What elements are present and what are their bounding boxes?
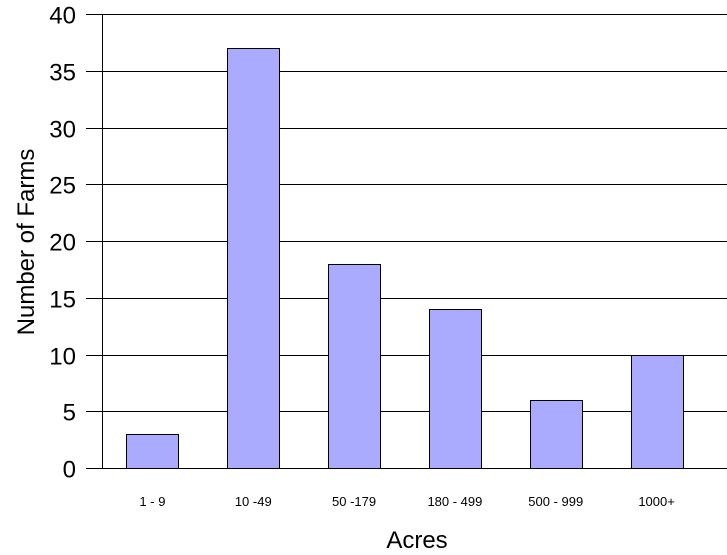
axes <box>86 14 727 469</box>
x-tick-label: 1 - 9 <box>139 494 165 509</box>
x-tick-label: 180 - 499 <box>427 494 482 509</box>
x-tick-label: 10 -49 <box>235 494 272 509</box>
y-tick-label: 15 <box>49 287 76 314</box>
bar <box>631 355 684 469</box>
x-tick-label: 1000+ <box>638 494 675 509</box>
y-tick-label: 25 <box>49 173 76 200</box>
x-axis-title: Acres <box>386 527 447 554</box>
y-tick-label: 40 <box>49 3 76 30</box>
y-tick-label: 20 <box>49 230 76 257</box>
bar <box>126 434 179 469</box>
y-tick-labels: 0 5 10 15 20 25 30 35 40 <box>49 3 76 484</box>
y-tick-label: 30 <box>49 117 76 144</box>
bar <box>429 309 482 469</box>
bars <box>126 48 684 469</box>
x-tick-label: 500 - 999 <box>528 494 583 509</box>
grid-lines <box>102 14 727 412</box>
bar <box>227 48 280 469</box>
bar <box>328 264 381 469</box>
x-tick-labels: 1 - 9 10 -49 50 -179 180 - 499 500 - 999 1000… <box>139 494 674 509</box>
bar <box>530 400 583 469</box>
y-axis-title: Number of Farms <box>13 149 40 336</box>
y-tick-label: 0 <box>63 457 76 484</box>
y-tick-label: 35 <box>49 60 76 87</box>
x-tick-label: 50 -179 <box>332 494 376 509</box>
y-tick-label: 5 <box>63 400 76 427</box>
y-tick-label: 10 <box>49 344 76 371</box>
